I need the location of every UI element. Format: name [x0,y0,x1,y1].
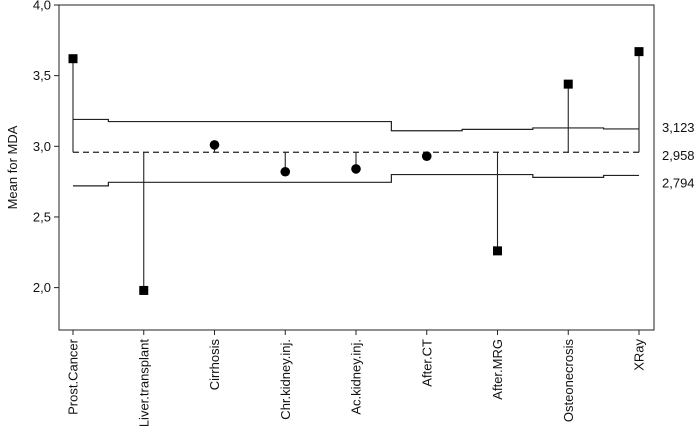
data-point-circle [280,166,291,177]
x-tick-label: After.MRG [490,339,505,400]
y-tick-label: 4,0 [33,0,51,13]
data-point-circle [421,151,432,161]
lower-decision-limit [73,173,639,187]
y-tick-label: 3,5 [33,68,51,83]
upper-decision-limit [73,118,639,132]
x-tick-label: Cirrhosis [207,339,222,391]
center-line-label: 2,958 [662,148,695,163]
decision-limits [73,118,639,187]
x-tick-label: Prost.Cancer [66,338,81,415]
data-point-circle [351,164,361,174]
y-tick-label: 2,0 [33,280,51,295]
data-point-square [493,246,502,256]
x-tick-label: Osteonecrosis [561,339,576,423]
data-point-square [634,47,644,57]
y-tick-label: 2,5 [33,209,51,224]
y-axis: 2,0 2,5 3,0 3,5 4,0 [33,0,59,295]
data-point-circle [209,140,220,150]
x-tick-label: After.CT [419,339,434,387]
lower-limit-label: 2,794 [662,175,695,190]
x-tick-label: Chr.kidney.inj. [278,339,293,420]
x-tick-label: Ac.kidney.inj. [349,339,364,415]
x-tick-label: XRay [632,339,647,371]
x-axis: Prost.Cancer Liver.transplant Cirrhosis Chr… [66,330,647,427]
data-point-square [68,54,78,64]
y-tick-label: 3,0 [33,139,51,154]
y-axis-label: Mean for MDA [5,125,20,209]
x-tick-label: Liver.transplant [136,339,151,428]
data-point-square [563,79,573,89]
upper-limit-label: 3,123 [662,120,695,135]
stems [72,51,640,291]
data-point-square [139,285,149,295]
data-points [68,47,644,295]
